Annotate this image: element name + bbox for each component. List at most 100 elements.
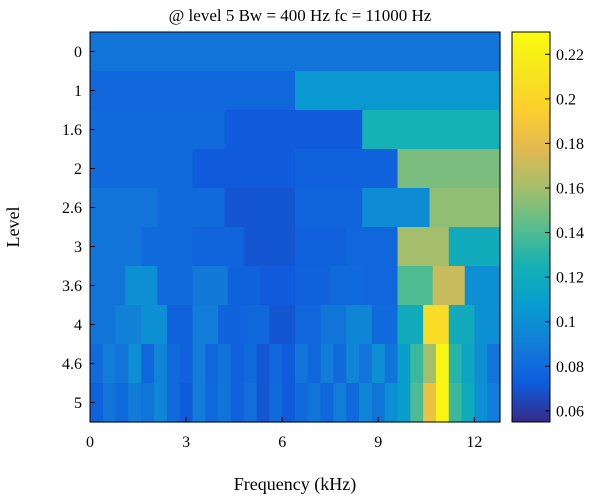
heatmap-cell — [128, 344, 142, 384]
heatmap-cell — [90, 188, 158, 228]
heatmap-cell — [179, 344, 194, 384]
heatmap-cell — [90, 32, 501, 72]
x-tick-label: 6 — [278, 434, 286, 451]
heatmap-cell — [423, 344, 437, 384]
heatmap-cell — [192, 383, 206, 423]
heatmap-cell — [423, 383, 437, 423]
heatmap-cell — [435, 344, 450, 384]
colorbar-tick-label: 0.1 — [556, 314, 576, 331]
heatmap-cell — [362, 266, 399, 306]
x-tick-label: 12 — [466, 434, 482, 451]
y-tick-label: 5 — [74, 395, 82, 412]
heatmap-cell — [90, 110, 226, 150]
heatmap-cell — [243, 305, 270, 345]
heatmap-cell — [397, 305, 424, 345]
x-axis-label: Frequency (kHz) — [234, 474, 356, 495]
x-tick-label: 3 — [182, 434, 190, 451]
heatmap-cell — [256, 344, 270, 384]
heatmap-cell — [230, 344, 245, 384]
heatmap-cell — [397, 344, 411, 384]
heatmap-cell — [384, 383, 399, 423]
colorbar-tick-label: 0.14 — [556, 225, 584, 242]
heatmap-cell — [464, 266, 501, 306]
heatmap-cell — [259, 266, 296, 306]
heatmap-cell — [448, 305, 475, 345]
heatmap-cell — [157, 266, 194, 306]
heatmap-cell — [295, 344, 309, 384]
colorbar-tick-label: 0.16 — [556, 181, 584, 198]
heatmap-cell — [243, 383, 258, 423]
heatmap-cell — [102, 344, 117, 384]
heatmap-cell — [487, 344, 501, 384]
heatmap-cell — [90, 344, 104, 384]
heatmap-cell — [205, 344, 219, 384]
heatmap-cell — [218, 344, 232, 384]
heatmap-cell — [115, 383, 130, 423]
heatmap-cell — [192, 305, 219, 345]
y-tick-label: 4.6 — [62, 356, 82, 373]
heatmap-cell — [295, 71, 501, 111]
heatmap-cell — [333, 383, 347, 423]
heatmap-cell — [90, 383, 104, 423]
colorbar — [511, 31, 551, 423]
y-tick-label: 3.6 — [62, 278, 82, 295]
heatmap-cell — [192, 344, 206, 384]
heatmap-cell — [128, 383, 142, 423]
x-tick-label: 0 — [86, 434, 94, 451]
heatmap-cell — [397, 383, 411, 423]
heatmap-cell — [192, 149, 296, 189]
heatmap-cell — [90, 71, 296, 111]
colorbar-tick-label: 0.18 — [556, 136, 584, 153]
heatmap-cell — [397, 227, 450, 267]
heatmap-cell — [269, 383, 283, 423]
heatmap-cell — [320, 383, 335, 423]
colorbar-tick-label: 0.12 — [556, 270, 584, 287]
y-tick-label: 2.6 — [62, 200, 82, 217]
heatmap-cell — [166, 344, 181, 384]
colorbar-tick-label: 0.2 — [556, 91, 576, 108]
heatmap-cell — [448, 344, 463, 384]
heatmap-cell — [282, 383, 296, 423]
heatmap-cell — [224, 188, 296, 228]
heatmap-cell — [256, 383, 270, 423]
heatmap-cell — [243, 344, 258, 384]
heatmap-cell — [192, 227, 245, 267]
y-tick-label: 3 — [74, 239, 82, 256]
y-axis-label: Level — [3, 207, 23, 248]
heatmap-cell — [423, 305, 450, 345]
heatmap-cell — [218, 383, 232, 423]
heatmap-cell — [320, 305, 347, 345]
heatmap-cell — [307, 383, 322, 423]
plot-area — [90, 32, 501, 423]
heatmap-cell — [461, 383, 475, 423]
heatmap-cell — [125, 266, 158, 306]
heatmap-cell — [448, 227, 501, 267]
heatmap-cell — [154, 344, 168, 384]
y-tick-label: 0 — [74, 44, 82, 61]
heatmap-cell — [179, 383, 194, 423]
heatmap-cell — [115, 344, 130, 384]
heatmap-cell — [371, 383, 386, 423]
heatmap-cell — [157, 188, 226, 228]
heatmap-cell — [282, 344, 296, 384]
heatmap-cell — [429, 188, 501, 228]
heatmap-cell — [487, 383, 501, 423]
heatmap-cell — [362, 110, 501, 150]
chart-title: @ level 5 Bw = 400 Hz fc = 11000 Hz — [169, 6, 432, 25]
x-tick-label: 9 — [374, 434, 382, 451]
heatmap-cell — [230, 383, 245, 423]
y-tick-label: 4 — [74, 317, 82, 334]
heatmap-cell — [141, 344, 155, 384]
heatmap-cell — [224, 110, 363, 150]
heatmap-cell — [295, 227, 347, 267]
heatmap-cell — [90, 149, 194, 189]
heatmap-cell — [371, 344, 386, 384]
heatmap-cell — [397, 266, 434, 306]
heatmap-cell — [435, 383, 450, 423]
heatmap-cell — [333, 344, 347, 384]
heatmap-cell — [243, 227, 296, 267]
heatmap-cell — [154, 383, 168, 423]
colorbar-tick-label: 0.08 — [556, 359, 584, 376]
heatmap-cell — [474, 383, 488, 423]
heatmap-cell — [346, 383, 360, 423]
